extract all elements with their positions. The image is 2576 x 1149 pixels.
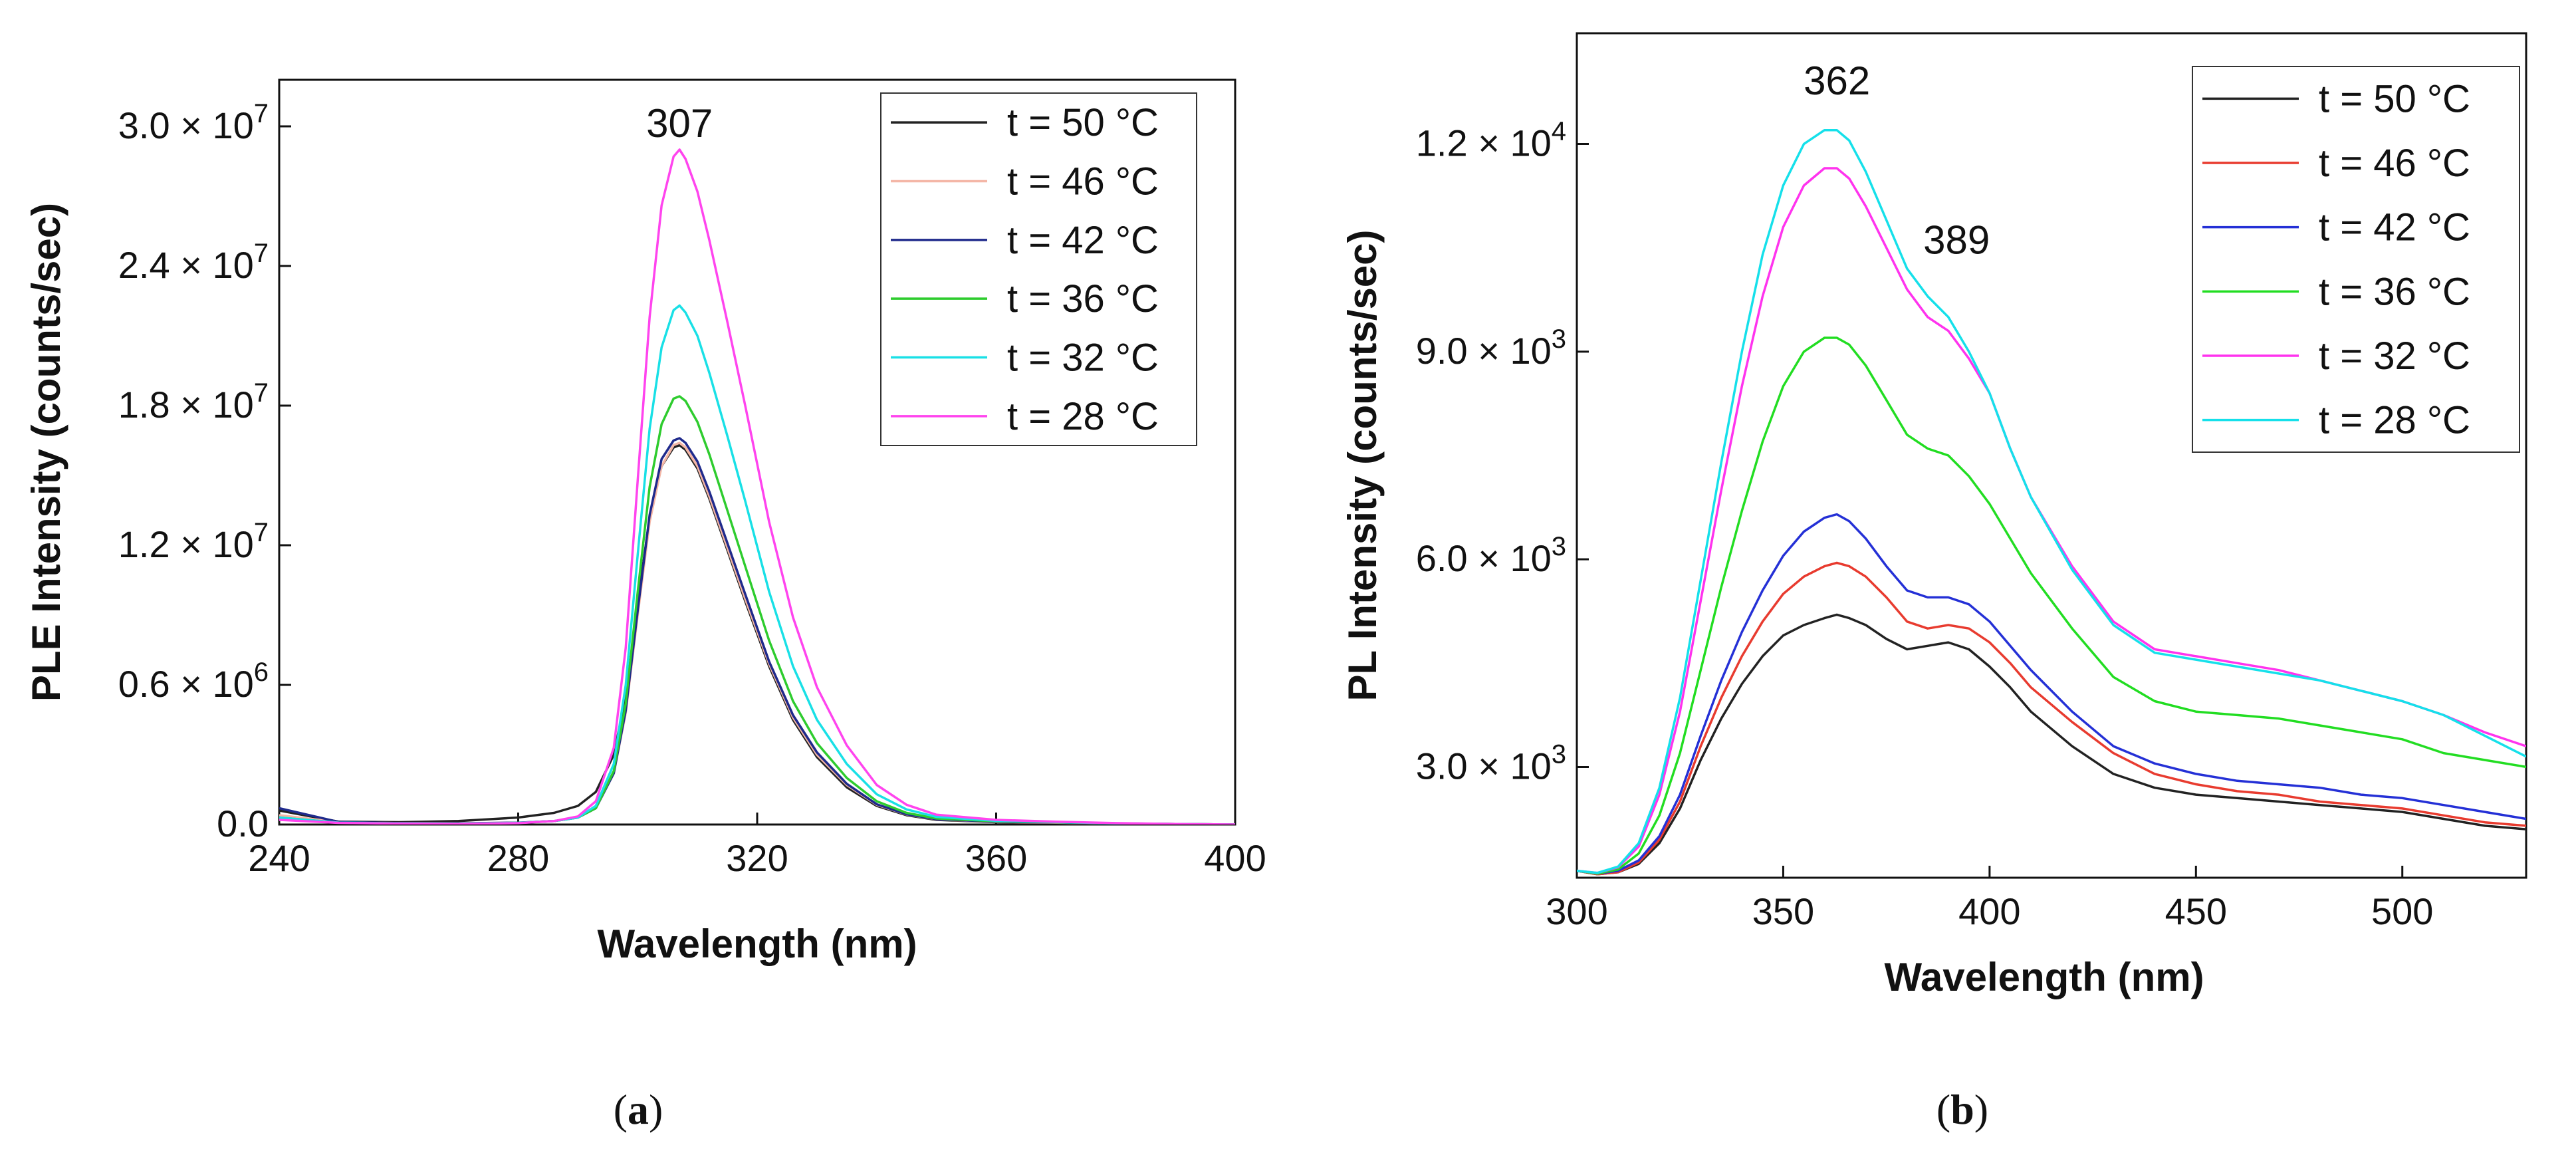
y-tick-label: 2.4 × 107 — [118, 239, 269, 286]
plot-frame — [1576, 32, 2527, 879]
panel-label: (a) — [614, 1086, 663, 1133]
y-tick-label: 0.0 — [217, 803, 269, 844]
legend-label: t = 28 °C — [2319, 399, 2470, 442]
x-axis-title: Wavelength (nm) — [1884, 955, 2204, 999]
series-line-5 — [1577, 128, 2526, 874]
legend-frame — [2192, 66, 2520, 453]
peak-annotation: 307 — [646, 101, 713, 146]
x-axis-title: Wavelength (nm) — [597, 922, 917, 966]
series-line-0 — [279, 444, 1235, 825]
y-tick-exponent: 3 — [1552, 532, 1566, 561]
y-tick-mantissa: 3.0 × 10 — [118, 104, 254, 146]
legend-label: t = 36 °C — [2319, 270, 2470, 313]
peak-annotation: 389 — [1923, 218, 1990, 263]
legend: t = 50 °C t = 46 °C t = 42 °C t = 36 °C t = … — [880, 92, 1197, 446]
panel-label-close: ) — [1974, 1086, 1988, 1133]
y-tick-mantissa: 6.0 × 10 — [1416, 537, 1552, 579]
y-tick-label: 6.0 × 103 — [1416, 532, 1566, 579]
y-tick-label: 1.2 × 107 — [118, 518, 269, 565]
panel-label-close: ) — [649, 1086, 663, 1133]
x-tick-label: 400 — [1204, 837, 1266, 879]
legend-label: t = 36 °C — [1007, 277, 1159, 320]
series-line-4 — [1577, 167, 2526, 874]
legend-label: t = 46 °C — [2319, 142, 2470, 185]
legend-label: t = 42 °C — [1007, 219, 1159, 262]
y-tick-label: 0.6 × 106 — [118, 658, 269, 705]
x-tick-label: 400 — [1958, 890, 2020, 932]
y-tick-mantissa: 2.4 × 10 — [118, 244, 254, 286]
series-line-1 — [1577, 561, 2526, 876]
y-tick-label: 3.0 × 107 — [118, 99, 269, 146]
legend-label: t = 42 °C — [2319, 206, 2470, 249]
series-line-0 — [1577, 613, 2526, 876]
y-tick-exponent: 7 — [254, 518, 269, 547]
x-tick-label: 300 — [1546, 890, 1607, 932]
legend-label: t = 50 °C — [1007, 101, 1159, 144]
y-tick-exponent: 7 — [254, 378, 269, 408]
y-tick-mantissa: 1.2 × 10 — [1416, 122, 1552, 164]
y-tick-label: 9.0 × 103 — [1416, 324, 1566, 372]
legend-label: t = 32 °C — [1007, 336, 1159, 380]
y-tick-mantissa: 0.0 — [217, 803, 269, 844]
x-tick-label: 350 — [1752, 890, 1814, 932]
x-tick-label: 280 — [487, 837, 549, 879]
x-tick-label: 360 — [965, 837, 1027, 879]
y-tick-exponent: 7 — [254, 99, 269, 128]
panel-label: (b) — [1936, 1086, 1988, 1133]
series-group — [1577, 128, 2526, 876]
panel-label-open: ( — [614, 1086, 628, 1133]
y-axis-title: PLE Intensity (counts/sec) — [24, 203, 68, 702]
y-tick-exponent: 6 — [254, 658, 269, 687]
legend: t = 50 °C t = 46 °C t = 42 °C t = 36 °C t = … — [2192, 66, 2520, 453]
x-tick-label: 500 — [2371, 890, 2433, 932]
series-line-3 — [1577, 336, 2526, 875]
legend-frame — [880, 92, 1197, 446]
panel-label-letter: a — [628, 1086, 649, 1133]
y-tick-mantissa: 9.0 × 10 — [1416, 330, 1552, 372]
peak-annotation: 362 — [1804, 59, 1870, 103]
legend-label: t = 28 °C — [1007, 395, 1159, 438]
series-group — [279, 148, 1235, 825]
y-tick-exponent: 3 — [1552, 739, 1566, 769]
series-line-1 — [279, 442, 1235, 825]
legend-label: t = 50 °C — [2319, 77, 2470, 120]
panel-label-open: ( — [1936, 1086, 1950, 1133]
y-tick-mantissa: 1.2 × 10 — [118, 523, 254, 565]
x-tick-label: 320 — [726, 837, 788, 879]
y-tick-exponent: 7 — [254, 239, 269, 268]
y-tick-label: 1.2 × 104 — [1416, 117, 1566, 164]
x-tick-label: 450 — [2165, 890, 2227, 932]
y-tick-mantissa: 3.0 × 10 — [1416, 745, 1552, 787]
panel-label-letter: b — [1950, 1086, 1974, 1133]
series-line-5 — [279, 148, 1235, 825]
y-tick-mantissa: 1.8 × 10 — [118, 384, 254, 426]
y-tick-mantissa: 0.6 × 10 — [118, 663, 254, 705]
legend-label: t = 46 °C — [1007, 160, 1159, 203]
x-tick-label: 240 — [248, 837, 310, 879]
y-tick-label: 3.0 × 103 — [1416, 739, 1566, 787]
series-line-2 — [1577, 513, 2526, 875]
legend-label: t = 32 °C — [2319, 334, 2470, 378]
y-tick-exponent: 4 — [1552, 117, 1566, 146]
y-axis-title: PL Intensity (counts/sec) — [1340, 229, 1385, 701]
y-tick-label: 1.8 × 107 — [118, 378, 269, 426]
y-tick-exponent: 3 — [1552, 324, 1566, 354]
